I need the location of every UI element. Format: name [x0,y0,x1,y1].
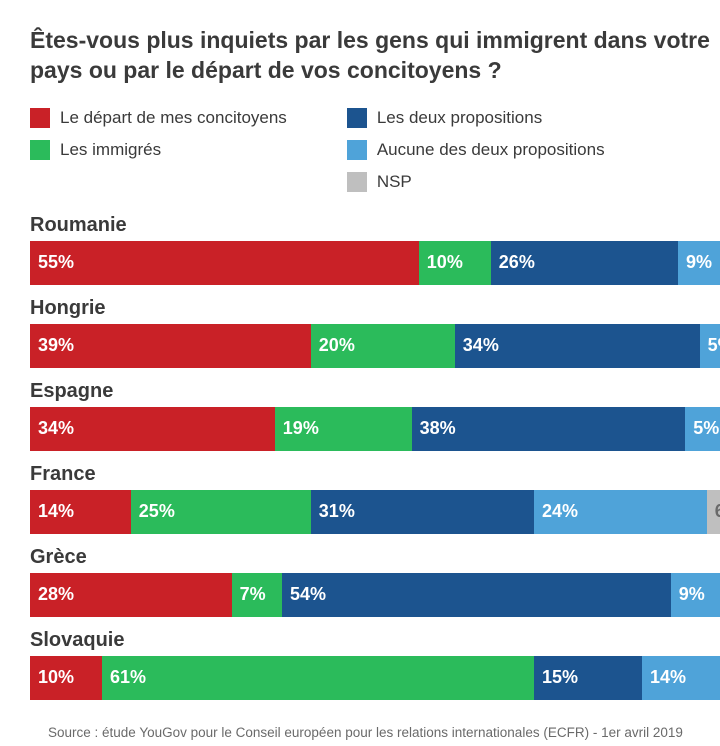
legend-swatch [347,172,367,192]
chart-title: Êtes-vous plus inquiets par les gens qui… [30,26,720,86]
bar-segment: 38% [412,407,686,451]
country-row: France 14%25%31%24%6% [30,463,720,534]
legend-column-2: Les deux propositions Aucune des deux pro… [347,108,605,192]
legend-label: Les immigrés [60,140,161,160]
bar-segment: 31% [311,490,534,534]
bar-segment: 54% [282,573,671,617]
country-label: Hongrie [30,297,720,320]
stacked-bar: 34%19%38%5%4% [30,407,720,451]
country-label: Slovaquie [30,629,720,652]
country-label: Grèce [30,546,720,569]
bar-segment: 5% [700,324,720,368]
country-label: France [30,463,720,486]
bar-segment: 7% [232,573,282,617]
bar-segment: 14% [642,656,720,700]
bar-segment: 24% [534,490,707,534]
legend-label: Les deux propositions [377,108,542,128]
legend-item: Le départ de mes concitoyens [30,108,287,128]
bar-segment: 25% [131,490,311,534]
legend-swatch [30,108,50,128]
legend-swatch [30,140,50,160]
stacked-bar: 39%20%34%5%2% [30,324,720,368]
legend-swatch [347,140,367,160]
legend-item: Les immigrés [30,140,287,160]
bar-segment: 55% [30,241,419,285]
stacked-bar: 28%7%54%9%2% [30,573,720,617]
country-row: Espagne 34%19%38%5%4% [30,380,720,451]
bar-segment: 34% [455,324,700,368]
legend-label: Aucune des deux propositions [377,140,605,160]
country-label: Roumanie [30,214,720,237]
country-row: Hongrie 39%20%34%5%2% [30,297,720,368]
source-note: Source : étude YouGov pour le Conseil eu… [48,725,683,740]
legend-item: Aucune des deux propositions [347,140,605,160]
stacked-bar: 10%61%15%14%1% [30,656,720,700]
legend-label: Le départ de mes concitoyens [60,108,287,128]
bar-segment: 10% [419,241,491,285]
bar-segment: 26% [491,241,678,285]
bar-segment: 15% [534,656,642,700]
legend-label: NSP [377,172,412,192]
legend-swatch [347,108,367,128]
bar-segment: 5% [685,407,720,451]
bar-segment: 10% [30,656,102,700]
bar-segment: 39% [30,324,311,368]
country-row: Slovaquie 10%61%15%14%1% [30,629,720,700]
legend-column-1: Le départ de mes concitoyens Les immigrés [30,108,287,192]
stacked-bar: 14%25%31%24%6% [30,490,720,534]
legend-item: Les deux propositions [347,108,605,128]
bar-segment: 9% [678,241,720,285]
bar-chart: Roumanie55%10%26%9%1%Hongrie39%20%34%5%2… [30,214,720,710]
country-row: Grèce 28%7%54%9%2% [30,546,720,617]
bar-segment: 28% [30,573,232,617]
country-label: Espagne [30,380,720,403]
bar-segment: 20% [311,324,455,368]
legend-item: NSP [347,172,605,192]
stacked-bar: 55%10%26%9%1% [30,241,720,285]
bar-segment: 19% [275,407,412,451]
bar-segment: 6% [707,490,720,534]
bar-segment: 9% [671,573,720,617]
legend: Le départ de mes concitoyens Les immigrés… [30,108,720,192]
bar-segment: 14% [30,490,131,534]
bar-segment: 61% [102,656,534,700]
bar-segment: 34% [30,407,275,451]
country-row: Roumanie 55%10%26%9%1% [30,214,720,285]
